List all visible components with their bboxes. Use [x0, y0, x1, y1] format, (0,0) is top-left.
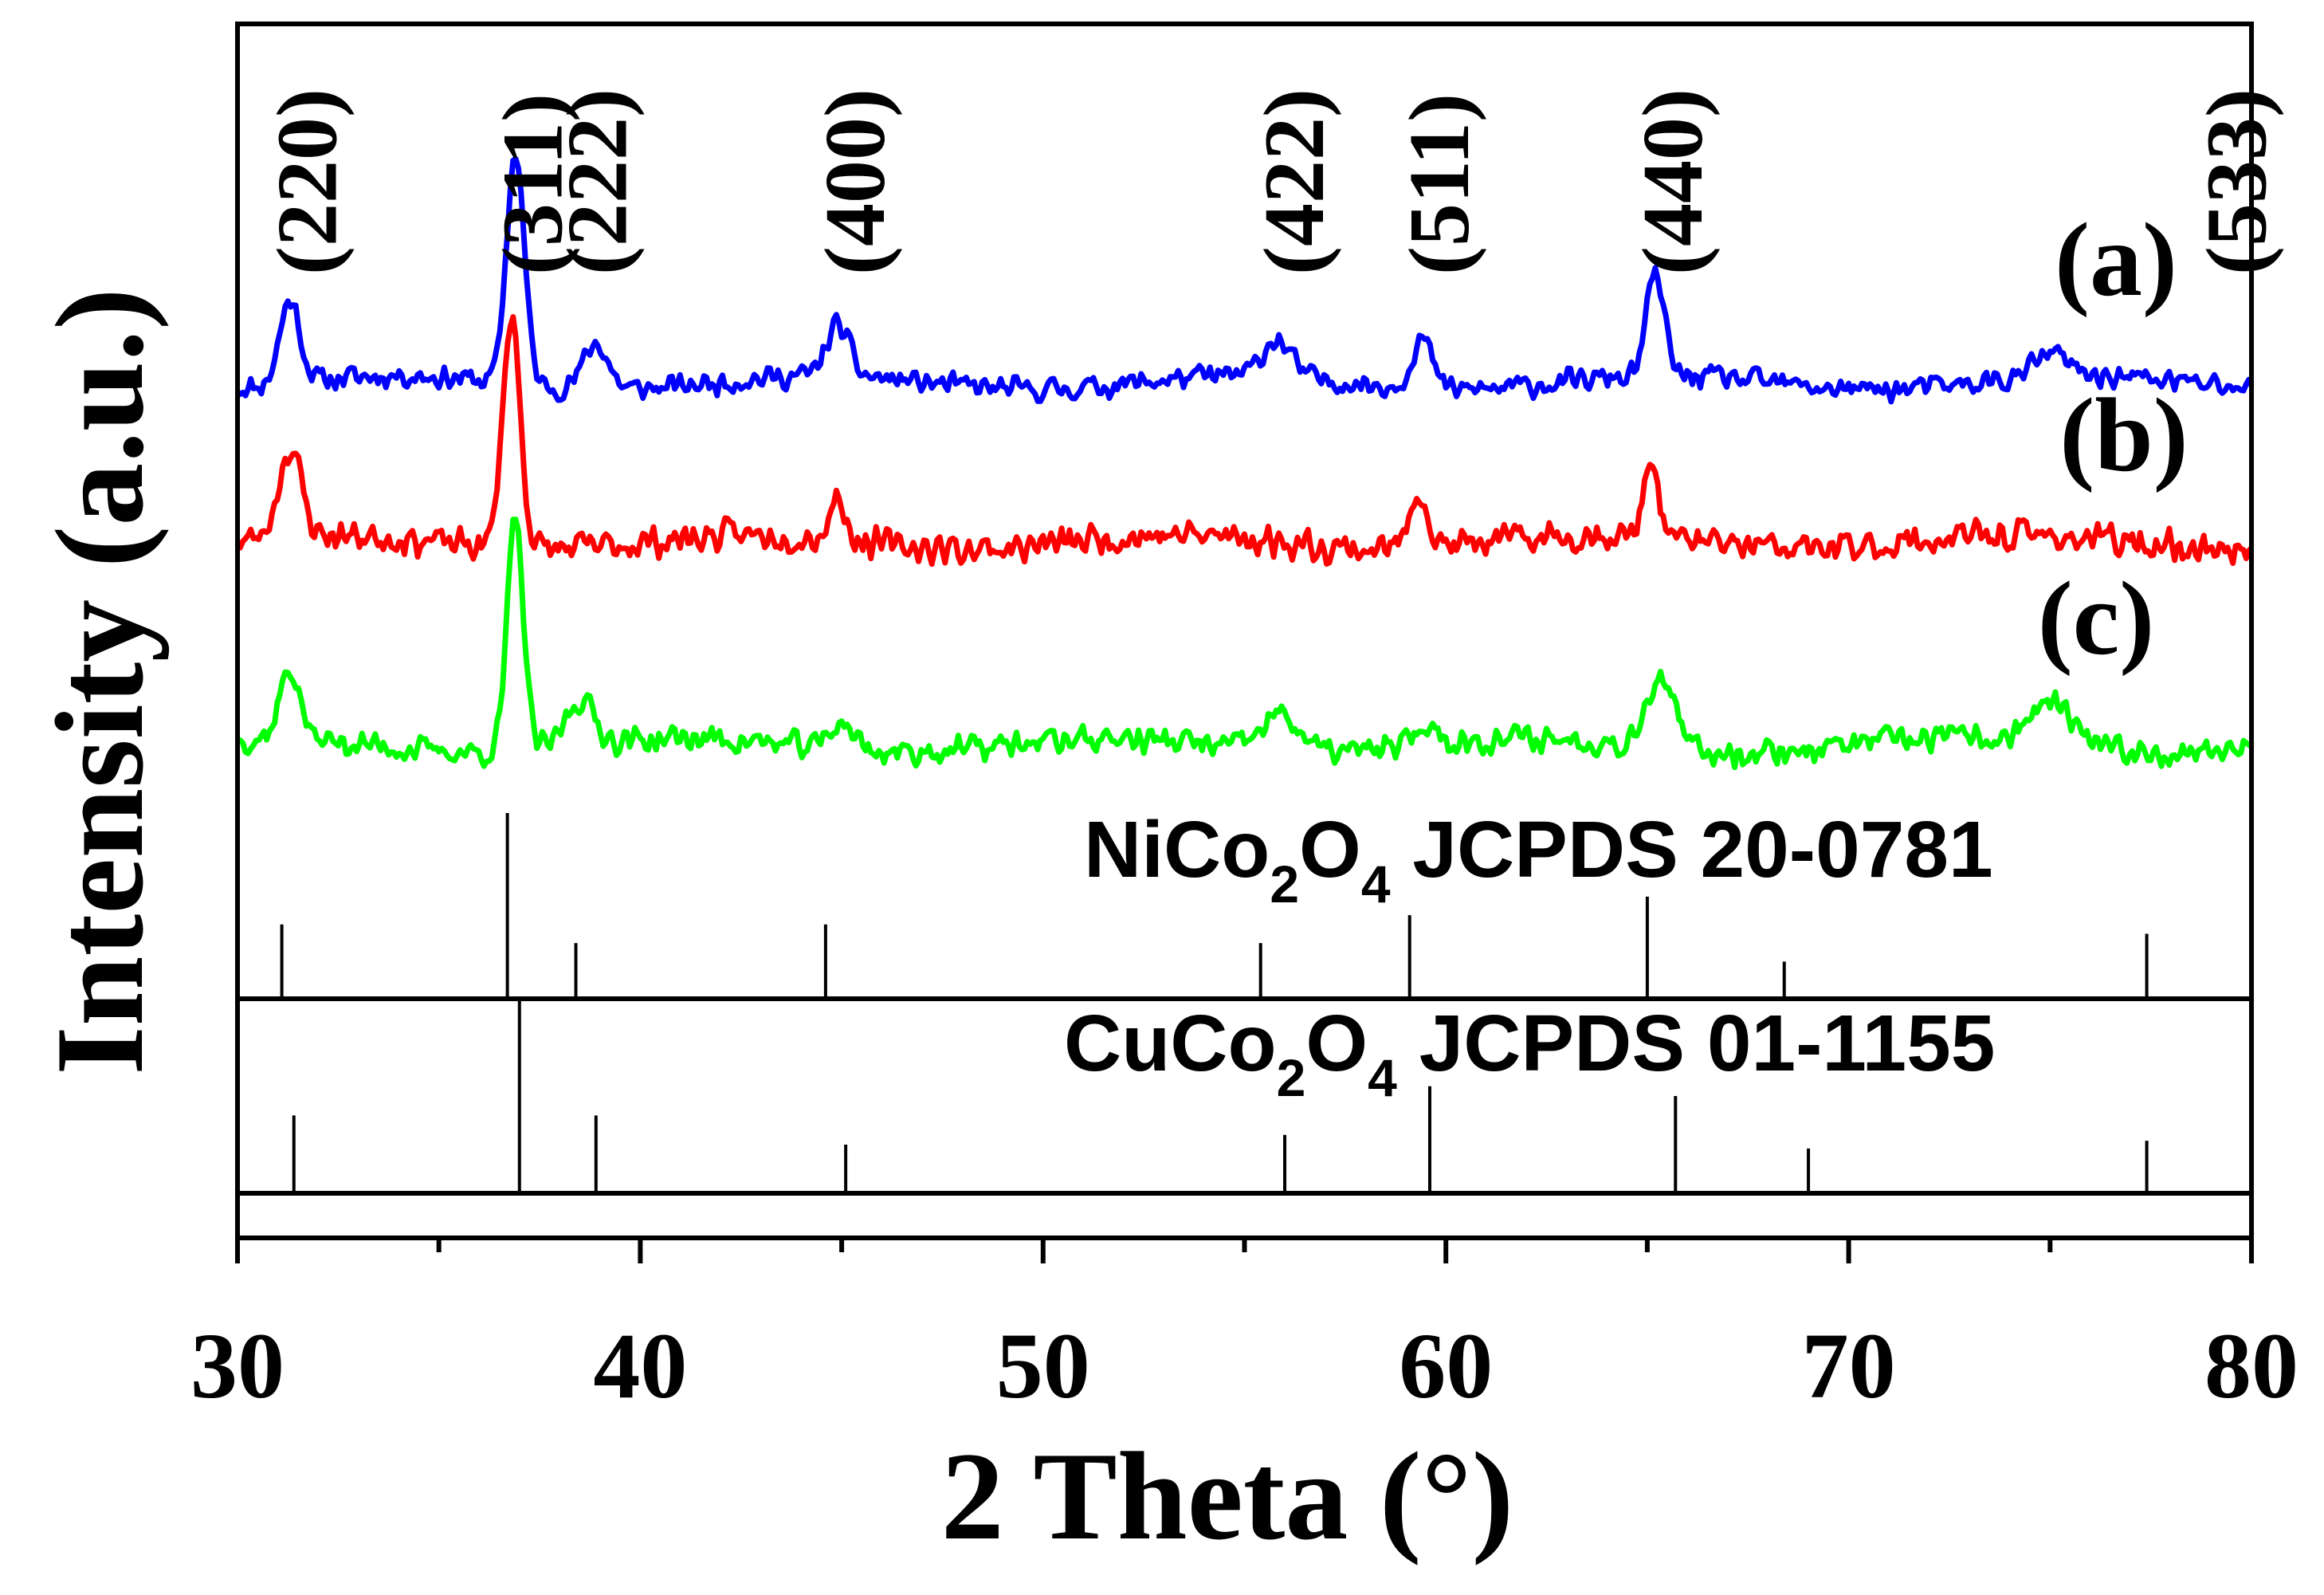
reference-label-part: O: [1305, 999, 1368, 1088]
miller-index-label: (311): [486, 93, 581, 275]
axes: 30 40 50 60 70 80: [190, 22, 2298, 1418]
reference-label-part: JCPDS 20-0781: [1391, 805, 1993, 894]
reference-label-part: NiCo: [1084, 805, 1270, 894]
x-tick-label: 70: [1802, 1314, 1896, 1418]
reference-label-part: JCPDS 01-1155: [1397, 999, 1996, 1088]
reference-label-part: 4: [1361, 854, 1391, 913]
x-tick-label: 40: [593, 1314, 687, 1418]
reference-label-part: 2: [1277, 1048, 1306, 1107]
miller-index-label: (220): [261, 88, 355, 275]
reference-label: NiCo2O4 JCPDS 20-0781: [1084, 805, 1993, 913]
series-line-3: [235, 517, 2253, 771]
miller-index-label: (400): [808, 88, 903, 275]
series-line-1: [235, 155, 2255, 405]
reference-label-part: CuCo: [1064, 999, 1277, 1088]
miller-index-label: (440): [1626, 88, 1721, 275]
miller-index-label: (533): [2190, 88, 2285, 275]
reference-label-part: O: [1299, 805, 1361, 894]
y-axis-label: Intensity (a.u.): [30, 288, 170, 1075]
series-label-3: (c): [2038, 560, 2155, 677]
miller-index-label: (422): [1247, 88, 1342, 275]
series-label-2: (b): [2059, 376, 2188, 493]
reference-label-part: 4: [1368, 1048, 1397, 1107]
x-tick-label: 30: [190, 1314, 285, 1418]
reference-label-part: 2: [1270, 854, 1299, 913]
x-axis-label: 2 Theta (°): [941, 1427, 1514, 1566]
series-line-2: [236, 314, 2254, 568]
series-label-1: (a): [2055, 201, 2177, 318]
miller-index-label: (511): [1392, 93, 1487, 275]
miller-index-label: (222): [551, 88, 646, 275]
x-tick-label: 80: [2204, 1314, 2298, 1418]
plot-area: (a) (b) (c) (220) (311)(222) (400) (422) (511) (…: [235, 88, 2285, 1193]
x-tick-label: 60: [1399, 1314, 1493, 1418]
x-tick-label: 50: [996, 1314, 1090, 1418]
reference-label: CuCo2O4 JCPDS 01-1155: [1064, 999, 1995, 1107]
